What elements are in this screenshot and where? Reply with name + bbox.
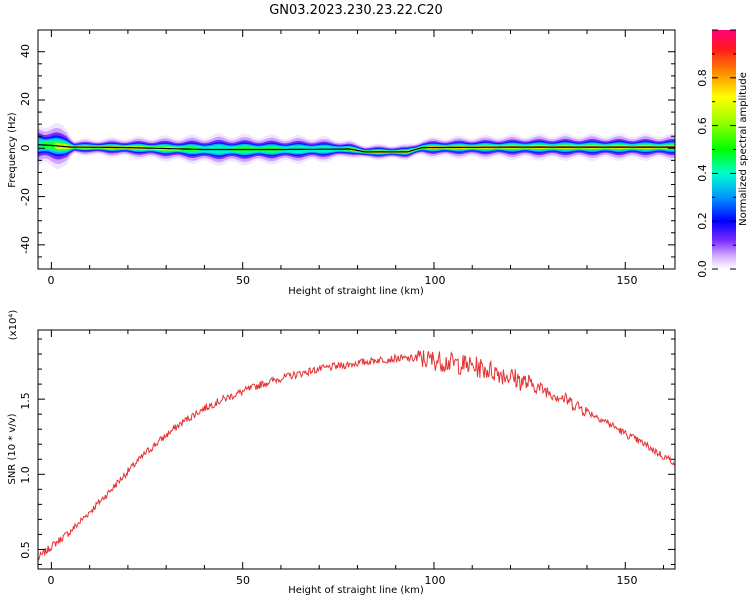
spectrogram-frame	[37, 29, 676, 270]
x-tick-label: 100	[425, 574, 446, 587]
colorbar-tick-label: 0.2	[696, 212, 709, 230]
y-tick-label: 40	[19, 44, 32, 58]
y-axis-label: SNR (10 * v/v)	[7, 413, 18, 484]
snr-plot-area	[38, 330, 675, 569]
y-axis-label: Frequency (Hz)	[7, 112, 18, 188]
snr-panel: 0 50 100 150 Height of straight line (km…	[7, 310, 676, 596]
x-tick-label: 0	[48, 274, 55, 287]
x-tick-label: 150	[617, 574, 638, 587]
y-tick-label: 0	[19, 145, 32, 152]
ridge-line	[38, 144, 675, 153]
y-tick-label: 1.5	[19, 392, 32, 410]
x-tick-label: 0	[48, 574, 55, 587]
y-tick-label: 1.0	[19, 466, 32, 484]
x-tick-label: 150	[617, 274, 638, 287]
y-tick-label: -40	[19, 236, 32, 254]
colorbar-label: Normalized spectral amplitude	[738, 72, 749, 226]
snr-series-line	[38, 350, 675, 561]
colorbar-ticks	[712, 29, 736, 270]
x-tick-label: 50	[236, 274, 250, 287]
spectrogram-ticks	[38, 30, 675, 270]
colorbar-gradient	[712, 30, 736, 269]
snr-ticks	[38, 330, 675, 569]
chart-title: GN03.2023.230.23.22.C20	[269, 3, 443, 18]
colorbar-tick-label: 0.8	[696, 69, 709, 87]
x-axis-label: Height of straight line (km)	[288, 585, 424, 596]
colorbar-tick-label: 0.4	[696, 164, 709, 182]
x-axis-label: Height of straight line (km)	[288, 286, 424, 297]
colorbar-tick-label: 0.0	[696, 260, 709, 278]
x-tick-label: 100	[425, 274, 446, 287]
colorbar: 0.0 0.2 0.4 0.6 0.8 Normalized spectral …	[696, 29, 749, 278]
spectrogram-panel: 0 50 100 150 Height of straight line (km…	[7, 29, 676, 297]
colorbar-tick-label: 0.6	[696, 117, 709, 135]
y-scale-label: (x10⁴)	[8, 310, 19, 341]
y-tick-label: -20	[19, 188, 32, 206]
snr-frame	[37, 329, 676, 570]
y-tick-label: 20	[19, 92, 32, 106]
spectrogram-heatmap	[38, 122, 675, 169]
x-tick-label: 50	[236, 574, 250, 587]
y-tick-label: 0.5	[19, 541, 32, 559]
